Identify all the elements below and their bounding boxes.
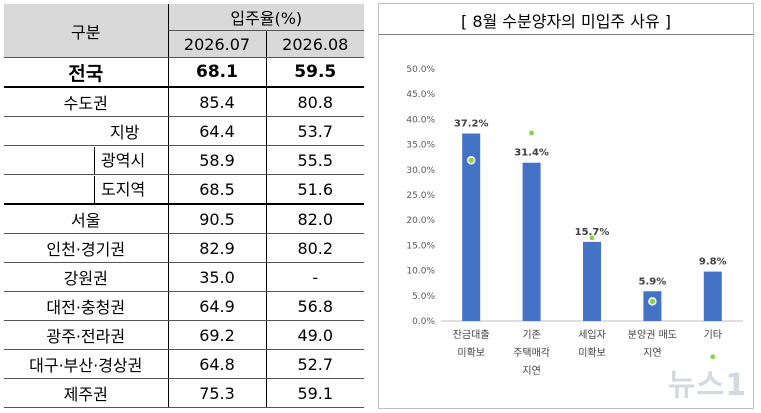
table-header-row-2: 2026.07 2026.08 xyxy=(4,30,365,58)
table-row: 강원권 35.0 - xyxy=(4,262,365,292)
table-row: 인천·경기권 82.9 80.2 xyxy=(4,233,365,263)
bar-data-label: 5.9% xyxy=(639,276,667,287)
table-row: 도지역 68.5 51.6 xyxy=(4,174,365,205)
table-row: 지방 64.4 53.7 xyxy=(4,116,365,146)
previous-period-marker xyxy=(589,235,595,241)
table-row: 대구·부산·경상권 64.8 52.7 xyxy=(4,349,365,379)
previous-period-marker xyxy=(466,155,476,165)
row-region: 전국 xyxy=(4,57,169,88)
header-col-aug: 2026.08 xyxy=(266,30,365,58)
bar xyxy=(522,162,541,321)
watermark-logo: 뉴스1 xyxy=(667,368,747,403)
x-tick-label: 잔금대출 xyxy=(453,329,490,341)
row-jul: 64.4 xyxy=(168,116,267,146)
bar xyxy=(643,291,662,321)
bar-data-label: 9.8% xyxy=(699,257,727,268)
row-region-cell: 도지역 xyxy=(4,174,169,205)
row-jul: 58.9 xyxy=(168,145,267,175)
header-col-rate: 입주율(%) xyxy=(168,4,365,31)
row-jul: 75.3 xyxy=(168,378,267,408)
y-tick-label: 5.0% xyxy=(412,292,435,302)
occupancy-rate-table: 구분 입주율(%) 2026.07 2026.08 전국 68.1 59.5 수… xyxy=(4,4,365,408)
row-jul: 68.5 xyxy=(168,174,267,205)
y-tick-label: 40.0% xyxy=(406,115,435,125)
row-region: 인천·경기권 xyxy=(4,233,169,263)
bar xyxy=(703,271,722,321)
row-aug: 52.7 xyxy=(266,349,365,379)
row-region: 대구·부산·경상권 xyxy=(4,349,169,379)
bar-data-label: 37.2% xyxy=(454,119,489,130)
bar xyxy=(583,241,601,321)
previous-period-marker xyxy=(648,297,657,306)
row-region: 서울 xyxy=(4,203,169,234)
row-jul: 85.4 xyxy=(168,87,267,117)
previous-period-marker xyxy=(710,354,716,360)
table-row: 제주권 75.3 59.1 xyxy=(4,378,365,408)
row-region: 대전·충청권 xyxy=(4,291,169,321)
row-region: 광주·전라권 xyxy=(4,320,169,350)
row-region: 수도권 xyxy=(4,87,169,117)
y-tick-label: 50.0% xyxy=(406,65,435,75)
table-row: 광역시 58.9 55.5 xyxy=(4,145,365,175)
y-tick-label: 45.0% xyxy=(406,90,435,100)
bar-data-label: 31.4% xyxy=(514,148,549,159)
row-jul: 68.1 xyxy=(168,57,267,88)
row-jul: 69.2 xyxy=(168,320,267,350)
x-tick-label: 기존 xyxy=(522,329,540,341)
x-tick-label: 주택매각 xyxy=(513,347,550,359)
row-aug: 82.0 xyxy=(266,203,365,234)
y-tick-label: 20.0% xyxy=(406,216,435,226)
row-jul: 82.9 xyxy=(168,233,267,263)
table-row: 대전·충청권 64.9 56.8 xyxy=(4,291,365,321)
table-row: 서울 90.5 82.0 xyxy=(4,203,365,234)
row-aug: 56.8 xyxy=(266,291,365,321)
x-tick-label: 지연 xyxy=(643,347,661,359)
x-tick-label: 미확보 xyxy=(578,347,606,359)
row-region: 도지역 xyxy=(94,175,145,203)
row-region: 광역시 xyxy=(94,146,145,174)
row-aug: 59.1 xyxy=(266,378,365,408)
previous-period-marker xyxy=(529,130,535,136)
table-row: 수도권 85.4 80.8 xyxy=(4,87,365,117)
title-divider xyxy=(379,34,753,35)
y-tick-label: 25.0% xyxy=(406,191,435,201)
row-aug: 80.8 xyxy=(266,87,365,117)
row-aug: 49.0 xyxy=(266,320,365,350)
row-aug: 53.7 xyxy=(266,116,365,146)
row-jul: 90.5 xyxy=(168,203,267,234)
bar-chart-svg: 0.0% 5.0% 10.0% 15.0% 20.0% 25.0% 30.0% 35.0% 40… xyxy=(406,65,743,377)
chart-title: [ 8월 수분양자의 미입주 사유 ] xyxy=(460,12,671,31)
y-tick-label: 15.0% xyxy=(406,241,435,251)
x-tick-label: 분양권 매도 xyxy=(628,329,677,341)
row-region-cell: 광역시 xyxy=(4,145,169,175)
y-tick-label: 35.0% xyxy=(406,141,435,151)
row-region: 강원권 xyxy=(4,262,169,292)
row-jul: 64.9 xyxy=(168,291,267,321)
row-aug: 51.6 xyxy=(266,174,365,205)
row-aug: 80.2 xyxy=(266,233,365,263)
table-row-total: 전국 68.1 59.5 xyxy=(4,57,365,88)
header-col-jul: 2026.07 xyxy=(168,30,267,58)
table-row: 광주·전라권 69.2 49.0 xyxy=(4,320,365,350)
row-jul: 35.0 xyxy=(168,262,267,292)
row-aug: - xyxy=(266,262,365,292)
x-tick-label: 지연 xyxy=(522,365,540,377)
y-tick-label: 10.0% xyxy=(406,267,435,277)
row-region: 제주권 xyxy=(4,378,169,408)
row-region: 지방 xyxy=(4,116,169,146)
row-aug: 59.5 xyxy=(266,57,365,88)
row-aug: 55.5 xyxy=(266,145,365,175)
y-tick-label: 0.0% xyxy=(412,317,435,327)
nonoccupancy-reason-chart: [ 8월 수분양자의 미입주 사유 ] 0.0% 5.0% 10.0% 15.0% 20… xyxy=(378,3,754,409)
occupancy-table-section: 구분 입주율(%) 2026.07 2026.08 전국 68.1 59.5 수… xyxy=(4,4,365,408)
header-col-group: 구분 xyxy=(4,4,169,58)
x-tick-label: 미확보 xyxy=(457,347,485,359)
x-tick-label: 기타 xyxy=(704,329,722,341)
table-header-row-1: 구분 입주율(%) xyxy=(4,4,365,58)
y-tick-label: 30.0% xyxy=(406,166,435,176)
bar xyxy=(462,133,481,321)
x-tick-label: 세입자 xyxy=(578,328,606,341)
bar-data-label: 15.7% xyxy=(575,227,610,238)
row-jul: 64.8 xyxy=(168,349,267,379)
